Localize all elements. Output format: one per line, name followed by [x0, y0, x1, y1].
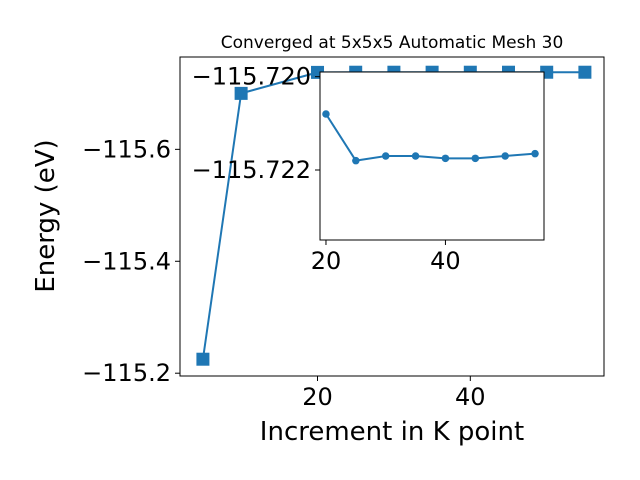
- main-y-ticks: −115.2 −115.4 −115.6: [82, 135, 180, 387]
- main-x-ticks: 20 40: [302, 376, 486, 411]
- main-data-point: [578, 65, 592, 79]
- main-x-tick-label: 20: [302, 383, 333, 411]
- inset-data-point: [531, 149, 539, 158]
- main-plot-frame: [179, 56, 605, 377]
- main-y-tick-label: −115.4: [82, 247, 171, 275]
- inset-x-tick-label: 20: [311, 247, 342, 275]
- inset-data-point: [322, 110, 330, 118]
- main-data-point: [234, 86, 248, 100]
- y-axis-label: Energy (eV): [31, 139, 61, 292]
- inset-data-point: [471, 154, 480, 163]
- inset-y-ticks: −115.722 −115.720: [192, 63, 320, 184]
- inset-data-point: [352, 156, 360, 165]
- inset-plot: 20 40 −115.722−115.720: [192, 63, 545, 275]
- inset-data-point: [441, 154, 450, 163]
- inset-series: [322, 110, 539, 165]
- inset-x-tick-label: 40: [430, 247, 461, 275]
- main-x-tick-label: 40: [455, 383, 486, 411]
- inset-data-point: [411, 152, 420, 160]
- inset-data-point: [501, 152, 509, 160]
- main-data-point: [196, 352, 210, 366]
- inset-plot-frame: [319, 71, 545, 241]
- inset-data-point: [381, 152, 390, 160]
- inset-x-ticks: 20 40: [311, 240, 461, 275]
- inset-y-tick-label: −115.720: [192, 63, 311, 91]
- main-y-tick-label: −115.6: [82, 135, 171, 163]
- inset-y-tick-label: −115.722: [192, 156, 311, 184]
- chart-title: Converged at 5x5x5 Automatic Mesh 30: [221, 33, 564, 53]
- main-y-tick-label: −115.2: [82, 359, 171, 387]
- inset-series-line: [325, 113, 536, 162]
- x-axis-label: Increment in K point: [260, 417, 524, 447]
